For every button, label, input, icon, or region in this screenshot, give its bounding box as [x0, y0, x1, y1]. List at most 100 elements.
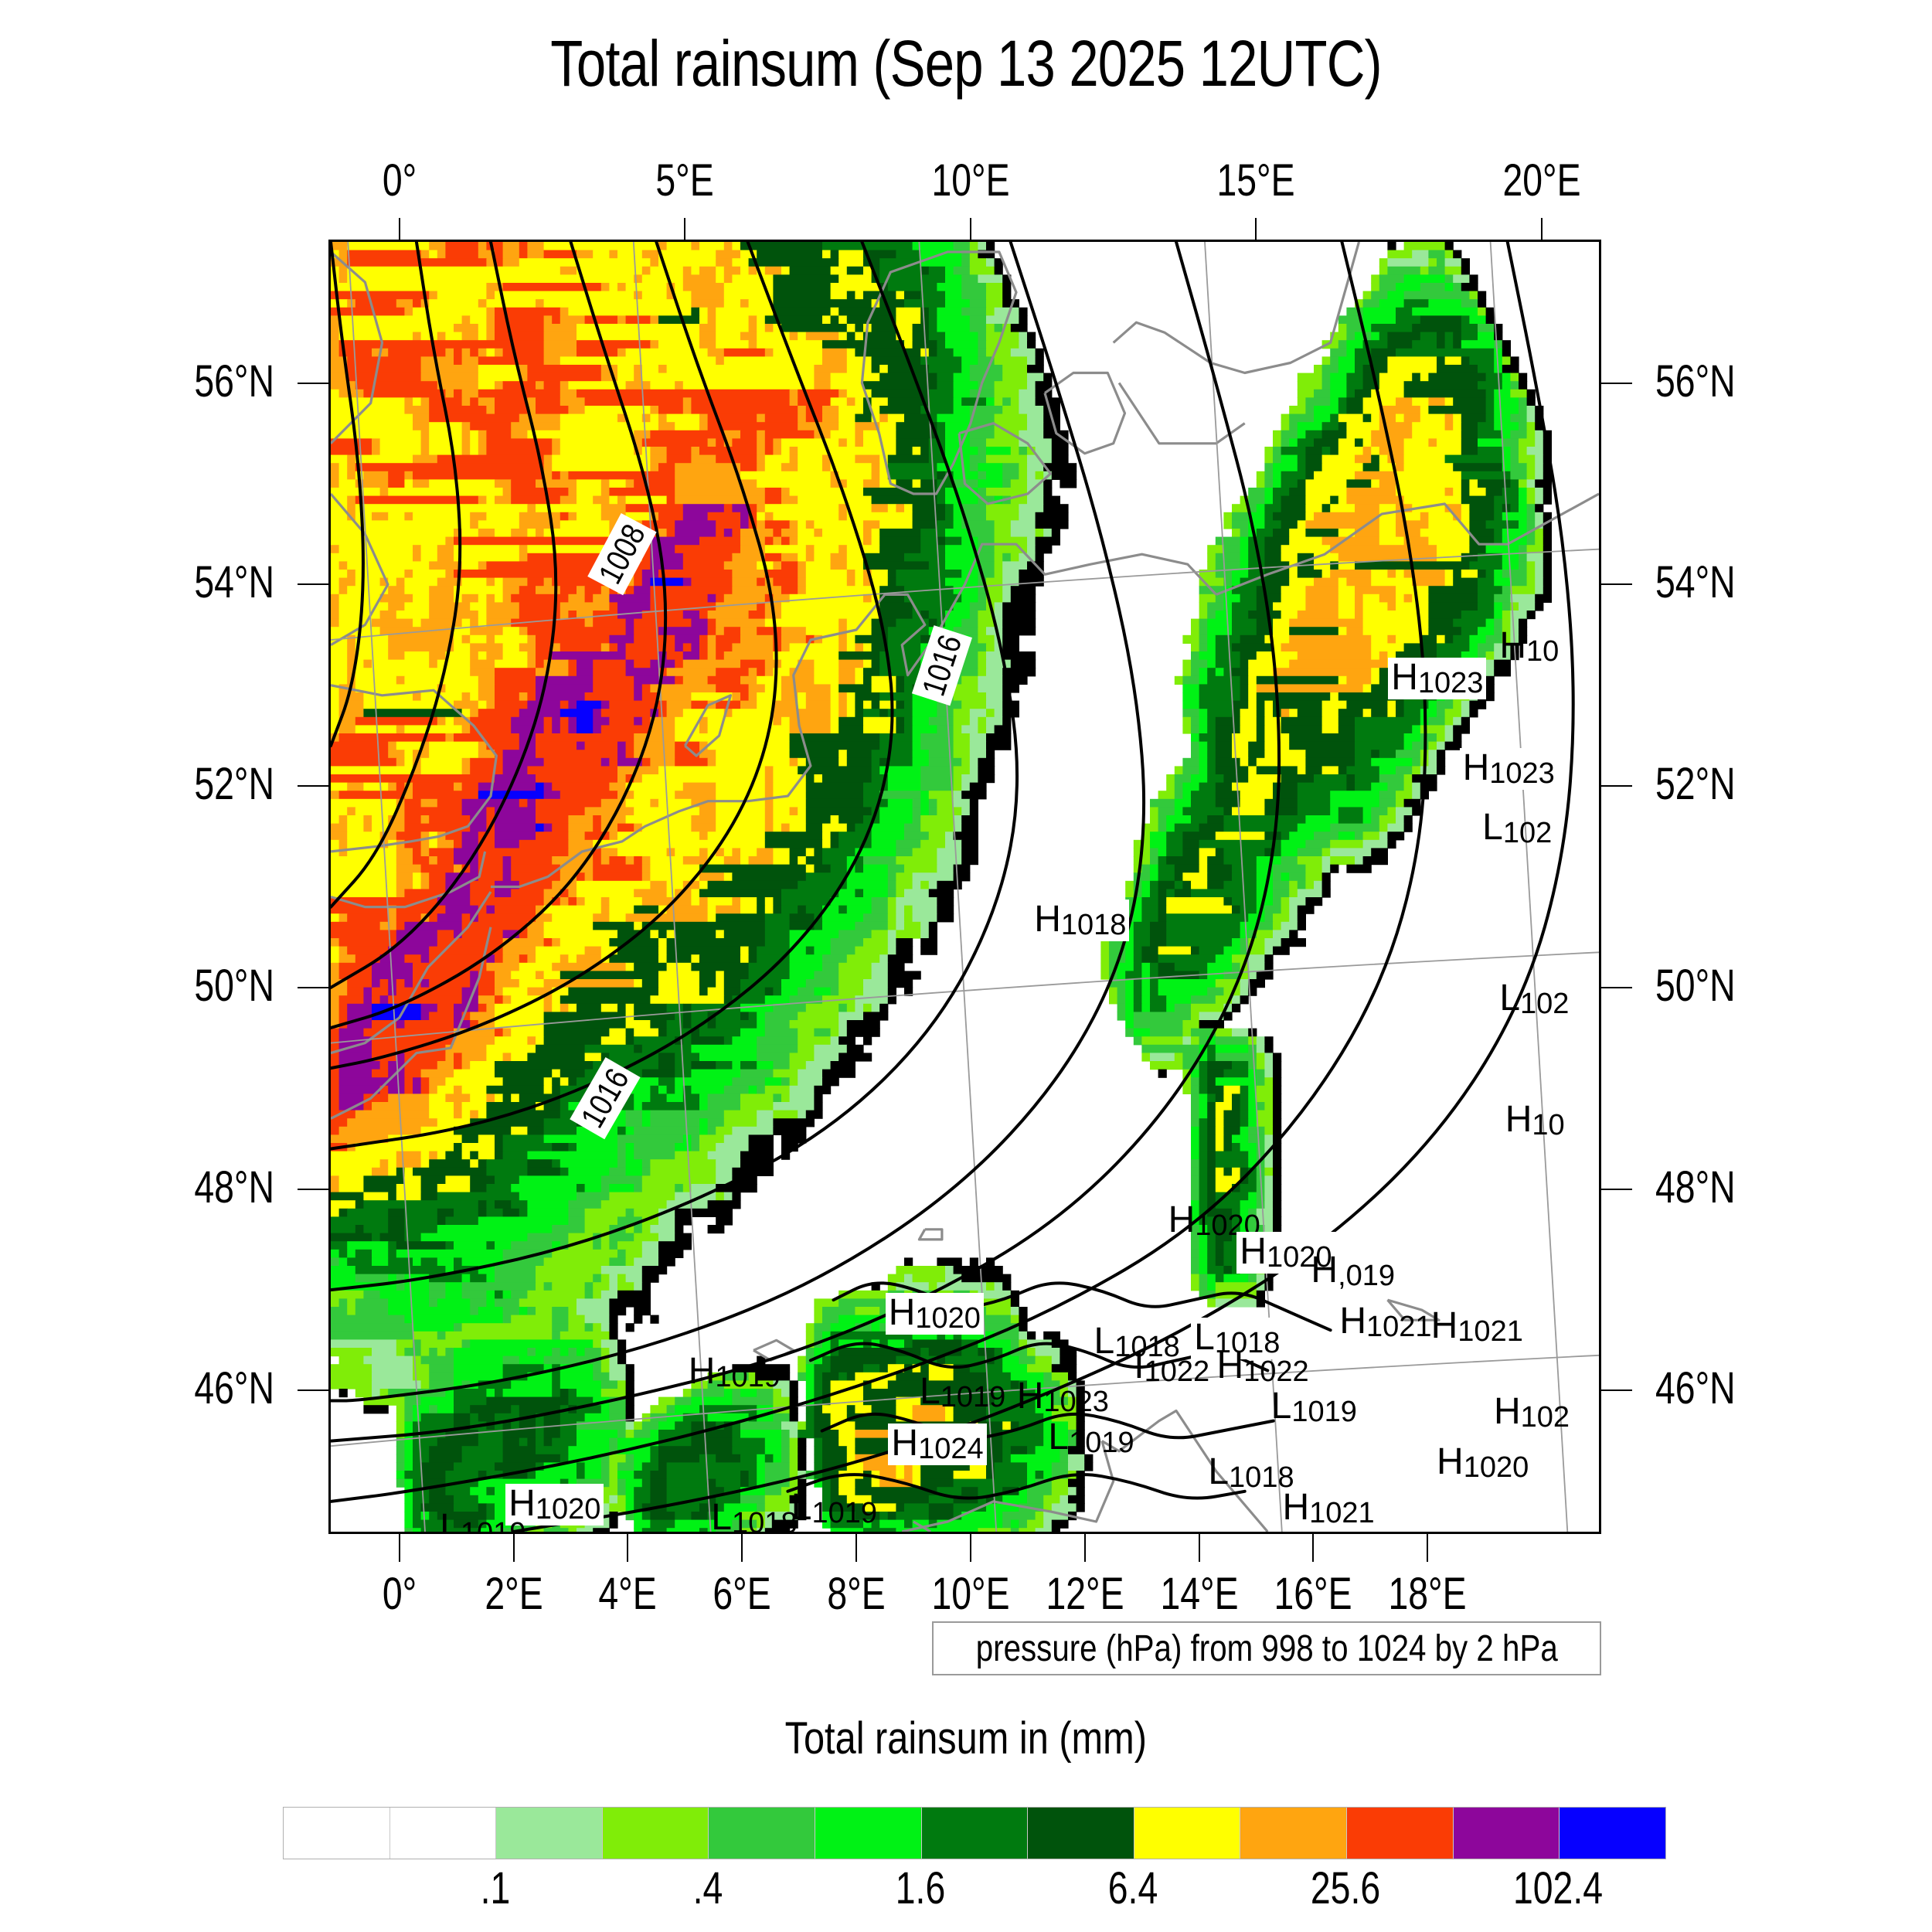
- extremum-value: 1019: [1291, 1396, 1357, 1429]
- pressure-extremum-h-7: H1020: [1168, 1199, 1260, 1241]
- tick-top-2: [969, 218, 971, 240]
- axis-label-left-2: 52°N: [194, 759, 274, 810]
- extremum-type: H: [688, 1350, 716, 1392]
- tick-top-0: [398, 218, 400, 240]
- colorbar-cell-5: [815, 1808, 922, 1859]
- pressure-legend-text: pressure (hPa) from 998 to 1024 by 2 hPa: [975, 1628, 1558, 1669]
- pressure-extremum-l-5: L102: [1499, 980, 1569, 1019]
- pressure-extremum-h-10: H1021: [1339, 1302, 1432, 1343]
- extremum-type: H: [1016, 1376, 1044, 1417]
- extremum-type: L: [1499, 978, 1521, 1019]
- tick-bottom-7: [1198, 1534, 1200, 1562]
- extremum-value: ,019: [1338, 1260, 1396, 1293]
- axis-label-left-1: 54°N: [194, 557, 274, 608]
- axis-label-bottom-3: 6°E: [713, 1569, 771, 1619]
- colorbar-title: Total rainsum in (mm): [0, 1713, 1932, 1764]
- pressure-extremum-h-2: H1023: [1459, 747, 1558, 791]
- colorbar-label-2: 1.6: [895, 1863, 946, 1913]
- extremum-type: L: [440, 1506, 461, 1534]
- pressure-extremum-l-30: L1019: [440, 1506, 526, 1534]
- axis-label-left-0: 56°N: [194, 355, 274, 406]
- pressure-extremum-l-22: L1019: [1048, 1418, 1134, 1458]
- extremum-type: H: [891, 1423, 919, 1464]
- tick-bottom-2: [627, 1534, 629, 1562]
- colorbar-label-4: 25.6: [1311, 1863, 1381, 1913]
- extremum-type: H: [1462, 747, 1490, 789]
- extremum-type: I: [1134, 1345, 1145, 1387]
- axis-label-bottom-4: 8°E: [827, 1569, 886, 1619]
- pressure-extremum-l-25: L1018: [1208, 1451, 1294, 1493]
- extremum-value: 10: [1526, 635, 1560, 668]
- extremum-value: 102: [1520, 1400, 1570, 1434]
- tick-right-4: [1601, 1188, 1632, 1190]
- pressure-extremum-h-12: H1020: [885, 1292, 984, 1335]
- tick-bottom-1: [512, 1534, 515, 1562]
- axis-label-right-0: 56°N: [1655, 355, 1736, 406]
- extremum-value: 1023: [1417, 667, 1484, 700]
- tick-left-2: [298, 785, 328, 787]
- coastline-layer: [331, 242, 1599, 1532]
- extremum-type: L: [1208, 1451, 1230, 1493]
- extremum-type: H: [509, 1483, 536, 1525]
- pressure-extremum-h-6: H10: [1505, 1100, 1565, 1141]
- axis-label-top-4: 20°E: [1502, 155, 1581, 206]
- extremum-type: H: [1437, 1441, 1464, 1483]
- pressure-extremum-l-29: L1019: [791, 1488, 877, 1529]
- extremum-value: 1020: [535, 1493, 601, 1526]
- tick-right-1: [1601, 583, 1632, 586]
- extremum-type: L: [1094, 1320, 1115, 1362]
- pressure-extremum-h-0: H1023: [1388, 658, 1487, 700]
- pressure-extremum-h-15: H1019: [688, 1350, 781, 1392]
- pressure-extremum-h-1: H10: [1499, 628, 1560, 668]
- extremum-type: H: [1034, 899, 1061, 940]
- extremum-value: 1023: [1489, 757, 1555, 791]
- extremum-type: H: [1168, 1199, 1196, 1241]
- extremum-value: 1019: [811, 1496, 877, 1529]
- colorbar-cell-1: [389, 1808, 497, 1859]
- axis-label-bottom-1: 2°E: [484, 1569, 543, 1619]
- axis-label-top-0: 0°: [382, 155, 417, 206]
- colorbar-title-text: Total rainsum in (mm): [784, 1713, 1148, 1764]
- axis-label-right-1: 54°N: [1655, 557, 1736, 608]
- tick-left-0: [298, 382, 328, 384]
- pressure-extremum-h-27: H1020: [505, 1484, 604, 1526]
- extremum-value: 1021: [1309, 1496, 1375, 1529]
- extremum-value: 102: [1520, 988, 1570, 1021]
- extremum-type: H: [1216, 1345, 1244, 1387]
- tick-left-3: [298, 986, 328, 988]
- page-title: Total rainsum (Sep 13 2025 12UTC): [550, 27, 1382, 100]
- tick-bottom-5: [969, 1534, 971, 1562]
- extremum-value: 1021: [1366, 1310, 1432, 1343]
- tick-left-5: [298, 1389, 328, 1392]
- pressure-extremum-l-28: L1018: [711, 1496, 797, 1534]
- axis-label-bottom-7: 14°E: [1160, 1569, 1239, 1619]
- axis-label-left-5: 46°N: [194, 1363, 274, 1414]
- axis-label-bottom-9: 18°E: [1388, 1569, 1467, 1619]
- extremum-type: H: [1493, 1390, 1521, 1432]
- colorbar-cell-6: [921, 1808, 1029, 1859]
- colorbar-cell-10: [1347, 1808, 1454, 1859]
- extremum-value: 1020: [1266, 1241, 1332, 1274]
- extremum-type: H: [1240, 1231, 1267, 1273]
- tick-bottom-9: [1427, 1534, 1429, 1562]
- extremum-value: 1018: [1214, 1327, 1281, 1360]
- axis-label-bottom-5: 10°E: [931, 1569, 1010, 1619]
- colorbar-cell-11: [1453, 1808, 1560, 1859]
- colorbar-cell-3: [602, 1808, 709, 1859]
- extremum-type: L: [711, 1496, 732, 1534]
- extremum-value: 1022: [1243, 1355, 1309, 1389]
- colorbar-cell-12: [1560, 1808, 1665, 1859]
- tick-bottom-6: [1083, 1534, 1086, 1562]
- extremum-value: 1019: [940, 1380, 1006, 1413]
- colorbar-cell-2: [496, 1808, 603, 1859]
- axis-label-right-3: 50°N: [1655, 960, 1736, 1011]
- extremum-type: L: [1482, 806, 1503, 848]
- colorbar-cell-8: [1134, 1808, 1241, 1859]
- colorbar-label-5: 102.4: [1513, 1863, 1604, 1913]
- extremum-value: 10: [1532, 1108, 1565, 1141]
- axis-label-right-4: 48°N: [1655, 1162, 1736, 1213]
- extremum-value: 1020: [1463, 1451, 1529, 1485]
- axis-label-top-3: 15°E: [1216, 155, 1296, 206]
- tick-right-3: [1601, 986, 1632, 988]
- colorbar-cell-7: [1028, 1808, 1134, 1859]
